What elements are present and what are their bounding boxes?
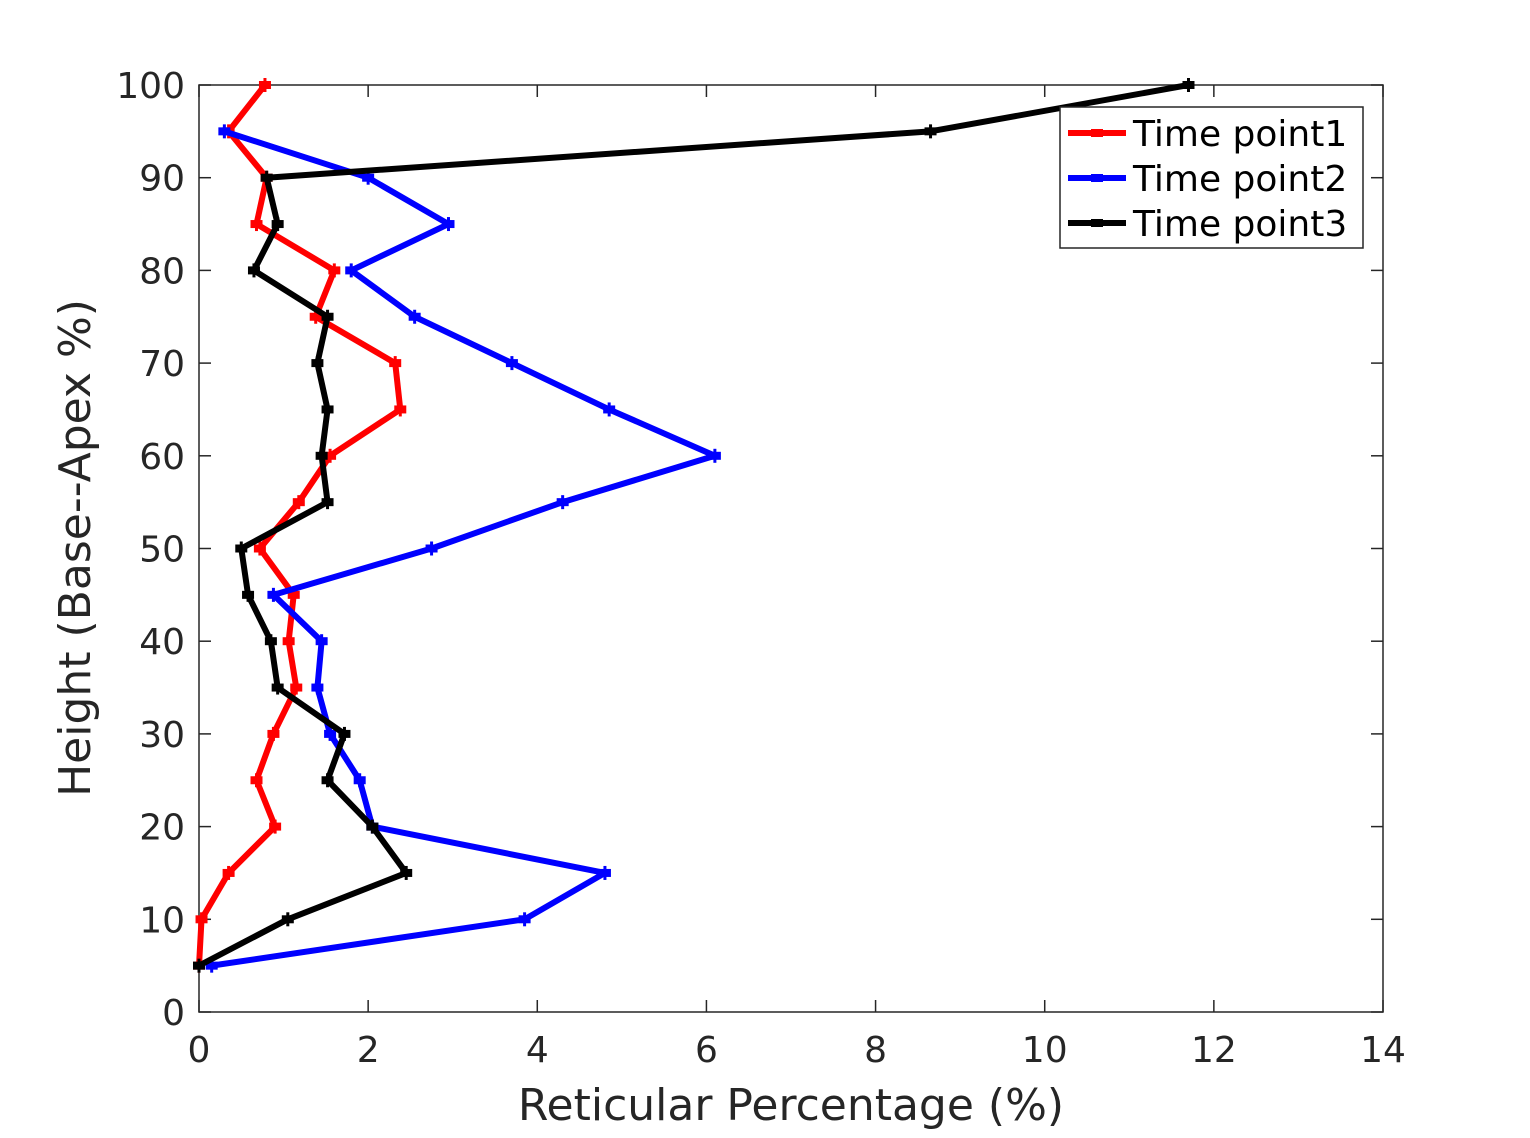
x-tick-label: 12: [1191, 1030, 1237, 1071]
y-tick-label: 30: [139, 715, 185, 756]
legend-marker: [1091, 129, 1103, 137]
x-tick-label: 0: [188, 1030, 211, 1071]
y-tick-label: 100: [116, 66, 185, 107]
x-tick-label: 4: [526, 1030, 549, 1071]
series-3: [193, 78, 1195, 973]
y-tick-label: 50: [139, 530, 185, 571]
y-tick-label: 60: [139, 437, 185, 478]
y-tick-label: 10: [139, 900, 185, 941]
legend-marker: [1091, 219, 1103, 227]
y-tick-label: 80: [139, 251, 185, 292]
x-tick-label: 6: [695, 1030, 718, 1071]
series-layer: [193, 78, 1195, 973]
y-tick-label: 20: [139, 808, 185, 849]
legend-label: Time point1: [1132, 114, 1347, 155]
y-axis-title: Height (Base--Apex %): [50, 299, 101, 797]
y-tick-label: 40: [139, 622, 185, 663]
legend-label: Time point3: [1132, 204, 1347, 245]
x-axis-title: Reticular Percentage (%): [518, 1080, 1064, 1131]
series-line: [197, 82, 1190, 969]
y-tick-label: 0: [162, 993, 185, 1034]
legend-label: Time point2: [1132, 159, 1347, 200]
ticks: 0 2 4 6 8 10 12 14 0 10 20 30 40 50 60 70 80 90 100: [116, 66, 1406, 1071]
x-tick-label: 8: [864, 1030, 887, 1071]
legend-marker: [1091, 174, 1103, 182]
x-tick-label: 2: [357, 1030, 380, 1071]
y-tick-label: 90: [139, 159, 185, 200]
x-tick-label: 10: [1022, 1030, 1068, 1071]
y-tick-label: 70: [139, 344, 185, 385]
x-tick-label: 14: [1360, 1030, 1406, 1071]
